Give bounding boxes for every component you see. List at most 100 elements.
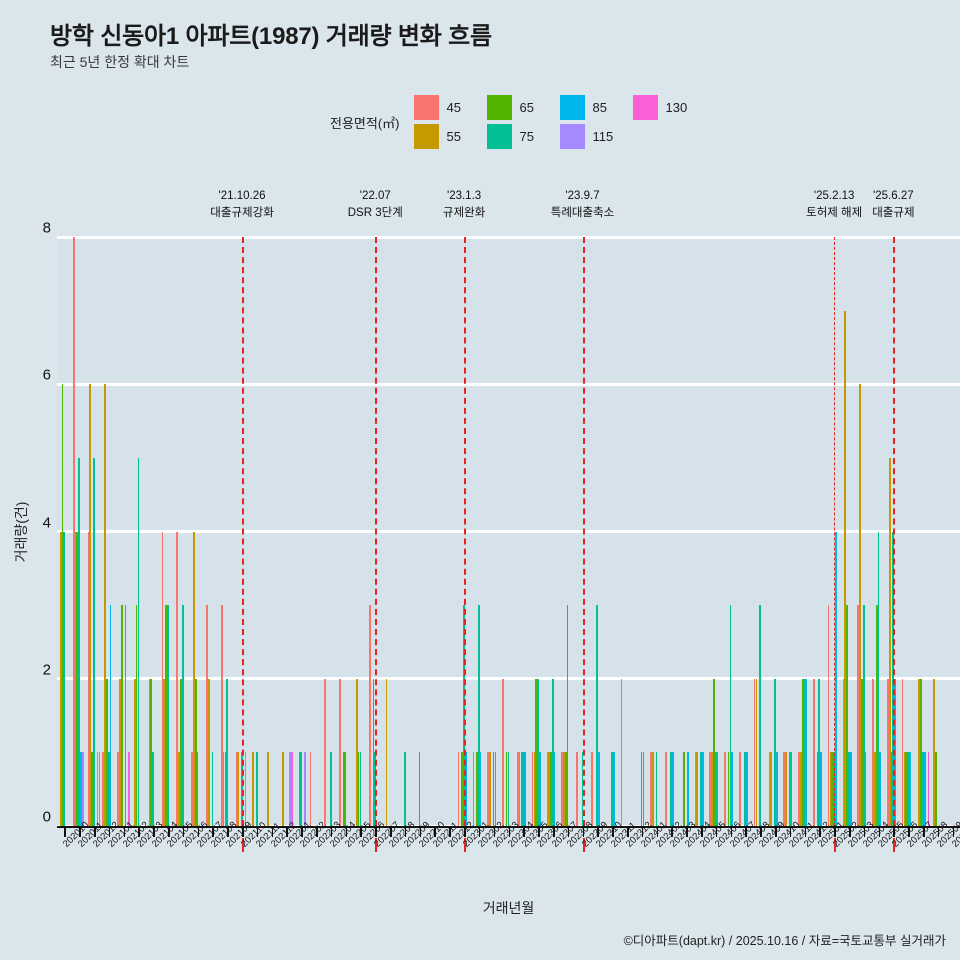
bar [492, 752, 495, 826]
bar [864, 752, 867, 826]
bar [181, 605, 184, 826]
bar [872, 678, 874, 826]
bar [918, 678, 921, 826]
bar [128, 752, 130, 826]
x-tick-202504 [863, 826, 866, 837]
bar [640, 752, 643, 826]
bar [300, 752, 303, 826]
bar [923, 752, 926, 826]
bar [117, 752, 119, 826]
bar [833, 752, 835, 826]
credit-text: ©디아파트(dapt.kr) / 2025.10.16 / 자료=국토교통부 실… [623, 934, 946, 948]
event-date-1: '22.07 [359, 190, 391, 202]
legend-item-115[interactable]: 115 [559, 124, 615, 149]
x-tick-202302 [478, 826, 481, 837]
y-tick-label-6: 6 [42, 366, 51, 384]
bar [713, 678, 715, 826]
event-annotation-4: '25.2.13 토허제 해제 [806, 190, 862, 220]
event-annotation-5: '25.6.27 대출규제 [872, 190, 914, 220]
legend-item-130[interactable]: 130 [632, 95, 688, 120]
event-name-2: 규제완화 [442, 207, 486, 219]
bar [252, 752, 254, 826]
bar [98, 752, 101, 826]
legend-label-85: 85 [592, 100, 607, 115]
x-tick-202405 [700, 826, 703, 837]
bar [903, 752, 906, 826]
event-annotation-1: '22.07 DSR 3단계 [348, 190, 403, 220]
bar [729, 605, 732, 826]
x-tick-202506 [893, 826, 895, 837]
bar [731, 752, 734, 826]
bar [244, 752, 247, 826]
bar [80, 752, 82, 826]
x-tick-202407 [730, 826, 733, 837]
bar [611, 752, 613, 826]
bar [775, 752, 778, 826]
bar [403, 752, 406, 826]
bar [148, 678, 151, 826]
x-tick-202102 [123, 826, 126, 837]
bar [107, 752, 110, 826]
bar [901, 678, 904, 826]
x-tick-202104 [153, 826, 155, 837]
x-tick-202202 [301, 826, 303, 837]
bar [862, 605, 865, 826]
bar [339, 678, 341, 826]
bar [109, 605, 112, 826]
bar [785, 752, 787, 826]
x-tick-202305 [523, 826, 525, 837]
bar [651, 752, 654, 826]
bar [489, 752, 491, 826]
legend-item-75[interactable]: 75 [486, 124, 542, 149]
event-line-3 [582, 237, 585, 826]
x-tick-202304 [508, 826, 511, 837]
bar [418, 752, 421, 826]
bar [457, 752, 460, 826]
bar [848, 752, 850, 826]
y-tick-label-0: 0 [42, 808, 51, 826]
event-name-3: 특례대출축소 [550, 207, 615, 219]
bar [487, 752, 489, 826]
bar [888, 457, 891, 826]
bar [700, 752, 702, 826]
bar [206, 605, 208, 826]
bar [267, 752, 269, 826]
bar [505, 752, 508, 826]
legend-item-55[interactable]: 55 [413, 124, 469, 149]
bar [598, 752, 600, 826]
x-tick-202105 [168, 826, 170, 837]
x-tick-202204 [330, 826, 333, 837]
bar [774, 678, 776, 826]
bar [518, 752, 521, 826]
bar [102, 752, 105, 826]
x-tick-202108 [212, 826, 215, 837]
bar [746, 752, 748, 826]
bar [875, 605, 878, 826]
bar [927, 752, 930, 826]
x-tick-202209 [404, 826, 407, 837]
bar [564, 752, 567, 826]
bar [753, 678, 756, 826]
gridline-y-6 [57, 382, 960, 386]
bar [357, 752, 360, 826]
bar [803, 678, 806, 826]
legend-item-65[interactable]: 65 [486, 95, 542, 120]
legend-swatch-115 [559, 124, 585, 149]
legend-swatch-75 [486, 124, 512, 149]
bar [566, 605, 569, 826]
bar [193, 531, 195, 826]
bar [535, 678, 538, 826]
bar [818, 678, 821, 826]
x-tick-202107 [197, 826, 200, 837]
x-tick-202103 [138, 826, 140, 837]
legend-item-45[interactable]: 45 [413, 95, 469, 120]
event-axis-marker-1 [375, 838, 378, 852]
x-tick-202312 [626, 826, 629, 837]
x-tick-202410 [774, 826, 777, 837]
bar [711, 752, 713, 826]
x-tick-202404 [686, 826, 688, 837]
legend-item-85[interactable]: 85 [559, 95, 615, 120]
event-axis-marker-4 [834, 838, 837, 852]
bar [176, 531, 179, 826]
event-name-4: 토허제 해제 [806, 207, 863, 219]
